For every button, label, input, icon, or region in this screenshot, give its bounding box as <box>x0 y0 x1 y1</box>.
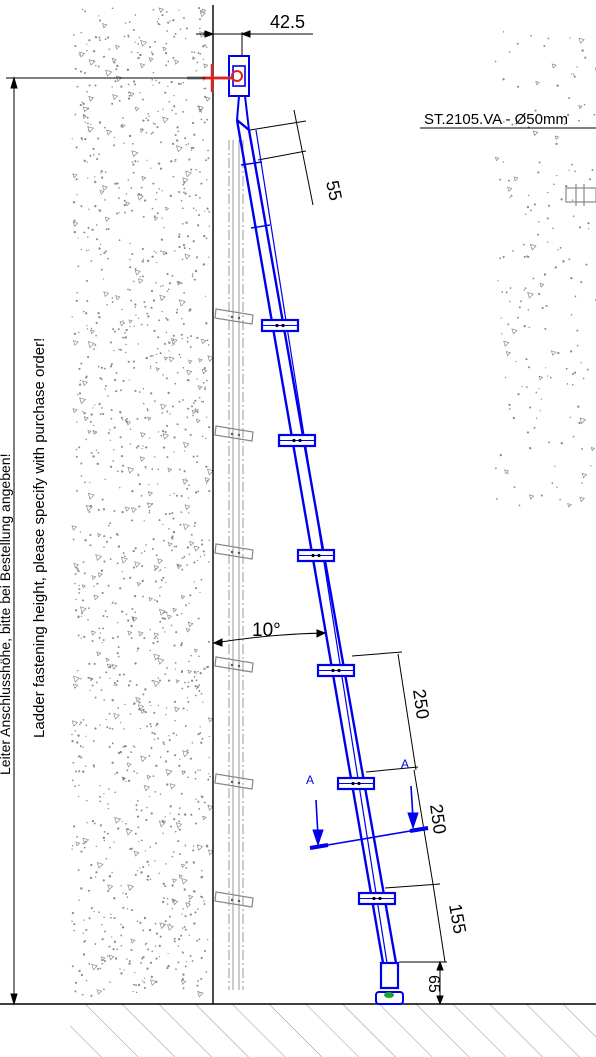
part-number-label: ST.2105.VA - Ø50mm <box>424 111 568 128</box>
dim-top-offset <box>196 10 313 55</box>
dim-angle <box>212 629 327 647</box>
ghost-brackets <box>214 308 254 908</box>
concrete-wall <box>71 6 215 998</box>
dim-fastening-height <box>6 76 205 1006</box>
ghost-bracket <box>214 425 254 442</box>
ladder-rung <box>336 776 376 791</box>
height-label-de: Leiter Anschlusshöhe, bitte bei Bestellu… <box>0 454 13 775</box>
angled-ladder <box>228 55 398 964</box>
ladder-foot <box>379 961 400 990</box>
section-line <box>309 785 429 850</box>
ladder-rung <box>260 318 300 333</box>
ghost-bracket <box>214 891 254 908</box>
ghost-ladder <box>228 140 244 990</box>
foot-plate <box>375 991 404 1005</box>
dim-top-offset-label: 42.5 <box>270 12 305 32</box>
ladder-rung <box>316 663 356 678</box>
concrete-block-right <box>494 31 596 508</box>
dim-rung-spacing-2-label: 250 <box>426 803 450 836</box>
ghost-bracket <box>214 543 254 560</box>
ground-hatch <box>70 1004 596 1057</box>
ghost-bracket <box>214 773 254 790</box>
ladder-rung <box>296 548 336 563</box>
ghost-bracket <box>214 656 254 673</box>
dim-rung-spacing-1-label: 250 <box>409 688 433 721</box>
ghost-bracket <box>214 308 254 325</box>
ladder-rung <box>277 433 317 448</box>
ladder-rungs <box>260 318 397 906</box>
height-label-en: Ladder fastening height, please specify … <box>31 338 48 738</box>
dim-rail-width-label: 55 <box>322 179 346 203</box>
dim-foot-height-label: 65 <box>425 975 442 993</box>
ladder-rung <box>357 891 397 906</box>
dim-bottom-rung-label: 155 <box>445 902 470 935</box>
right-bracket-detail <box>565 184 596 206</box>
section-label-left: A <box>306 773 314 787</box>
section-label-right: A <box>401 757 409 771</box>
dim-rail-width <box>249 109 314 206</box>
foot-green-pad <box>384 992 394 998</box>
dim-angle-label: 10° <box>252 620 281 641</box>
